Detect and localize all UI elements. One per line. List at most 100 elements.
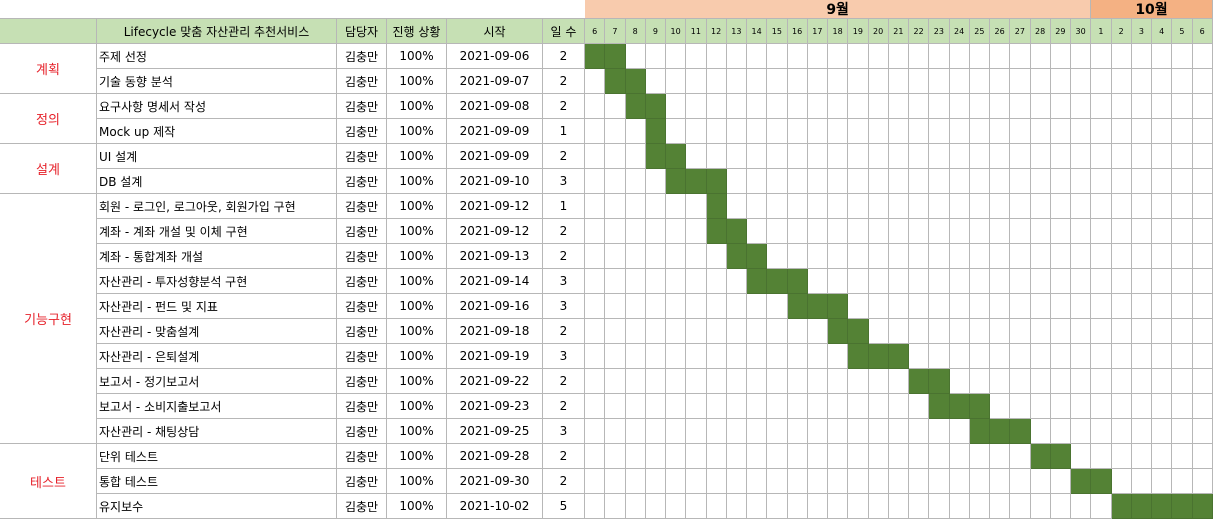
gantt-grid-cell[interactable] [1050,269,1071,294]
gantt-grid-cell[interactable] [807,344,828,369]
gantt-grid-cell[interactable] [868,269,889,294]
gantt-bar-cell[interactable] [1192,494,1213,519]
gantt-grid-cell[interactable] [949,119,970,144]
gantt-grid-cell[interactable] [706,94,727,119]
gantt-grid-cell[interactable] [706,69,727,94]
task-name[interactable]: 계좌 - 통합계좌 개설 [97,244,337,269]
task-progress[interactable]: 100% [387,194,447,219]
gantt-grid-cell[interactable] [585,369,606,394]
gantt-grid-cell[interactable] [909,394,930,419]
gantt-bar-cell[interactable] [969,419,990,444]
gantt-grid-cell[interactable] [605,369,626,394]
gantt-grid-cell[interactable] [909,444,930,469]
gantt-grid-cell[interactable] [1172,369,1193,394]
gantt-grid-cell[interactable] [666,294,687,319]
gantt-grid-cell[interactable] [645,319,666,344]
gantt-grid-cell[interactable] [929,44,950,69]
task-duration[interactable]: 2 [543,44,585,69]
gantt-grid-cell[interactable] [1172,44,1193,69]
gantt-grid-cell[interactable] [969,94,990,119]
gantt-grid-cell[interactable] [1111,319,1132,344]
gantt-grid-cell[interactable] [1172,319,1193,344]
gantt-grid-cell[interactable] [909,344,930,369]
gantt-grid-cell[interactable] [1192,119,1213,144]
gantt-grid-cell[interactable] [1010,469,1031,494]
gantt-grid-cell[interactable] [1172,144,1193,169]
gantt-grid-cell[interactable] [747,144,768,169]
task-name[interactable]: Mock up 제작 [97,119,337,144]
gantt-grid-cell[interactable] [605,294,626,319]
gantt-grid-cell[interactable] [1071,294,1092,319]
gantt-grid-cell[interactable] [1152,269,1173,294]
gantt-grid-cell[interactable] [868,69,889,94]
gantt-grid-cell[interactable] [969,269,990,294]
gantt-grid-cell[interactable] [888,269,909,294]
gantt-grid-cell[interactable] [888,144,909,169]
task-name[interactable]: 보고서 - 소비지출보고서 [97,394,337,419]
gantt-grid-cell[interactable] [645,44,666,69]
gantt-bar-cell[interactable] [666,144,687,169]
gantt-grid-cell[interactable] [1172,444,1193,469]
gantt-grid-cell[interactable] [726,469,747,494]
gantt-grid-cell[interactable] [1172,269,1193,294]
task-name[interactable]: 기술 동향 분석 [97,69,337,94]
gantt-grid-cell[interactable] [1010,444,1031,469]
gantt-grid-cell[interactable] [1071,269,1092,294]
gantt-grid-cell[interactable] [868,319,889,344]
gantt-bar-cell[interactable] [747,244,768,269]
gantt-grid-cell[interactable] [666,69,687,94]
gantt-grid-cell[interactable] [686,319,707,344]
gantt-grid-cell[interactable] [1010,44,1031,69]
gantt-grid-cell[interactable] [625,119,646,144]
gantt-grid-cell[interactable] [1091,444,1112,469]
gantt-grid-cell[interactable] [787,169,808,194]
gantt-bar-cell[interactable] [686,169,707,194]
gantt-grid-cell[interactable] [828,119,849,144]
gantt-grid-cell[interactable] [1172,169,1193,194]
task-owner[interactable]: 김충만 [337,194,387,219]
gantt-grid-cell[interactable] [585,194,606,219]
gantt-grid-cell[interactable] [828,194,849,219]
task-name[interactable]: 요구사항 명세서 작성 [97,94,337,119]
gantt-grid-cell[interactable] [807,94,828,119]
gantt-grid-cell[interactable] [949,219,970,244]
gantt-grid-cell[interactable] [666,119,687,144]
gantt-grid-cell[interactable] [1091,269,1112,294]
gantt-bar-cell[interactable] [625,69,646,94]
gantt-grid-cell[interactable] [726,69,747,94]
gantt-bar-cell[interactable] [605,44,626,69]
gantt-grid-cell[interactable] [990,294,1011,319]
gantt-grid-cell[interactable] [666,94,687,119]
gantt-grid-cell[interactable] [1010,69,1031,94]
gantt-grid-cell[interactable] [888,369,909,394]
gantt-grid-cell[interactable] [1111,119,1132,144]
task-owner[interactable]: 김충만 [337,119,387,144]
gantt-grid-cell[interactable] [1131,344,1152,369]
gantt-grid-cell[interactable] [1111,244,1132,269]
gantt-grid-cell[interactable] [585,144,606,169]
task-name[interactable]: 자산관리 - 채팅상담 [97,419,337,444]
gantt-grid-cell[interactable] [848,269,869,294]
gantt-grid-cell[interactable] [1111,94,1132,119]
gantt-grid-cell[interactable] [1172,394,1193,419]
gantt-grid-cell[interactable] [686,244,707,269]
gantt-grid-cell[interactable] [828,94,849,119]
gantt-grid-cell[interactable] [787,344,808,369]
gantt-grid-cell[interactable] [807,494,828,519]
task-name[interactable]: 자산관리 - 투자성향분석 구현 [97,269,337,294]
task-duration[interactable]: 3 [543,269,585,294]
gantt-bar-cell[interactable] [848,344,869,369]
gantt-bar-cell[interactable] [1030,444,1051,469]
gantt-grid-cell[interactable] [645,219,666,244]
gantt-grid-cell[interactable] [1091,394,1112,419]
gantt-grid-cell[interactable] [625,369,646,394]
gantt-grid-cell[interactable] [807,244,828,269]
gantt-grid-cell[interactable] [1192,44,1213,69]
gantt-grid-cell[interactable] [1152,94,1173,119]
gantt-grid-cell[interactable] [686,494,707,519]
gantt-grid-cell[interactable] [747,44,768,69]
gantt-grid-cell[interactable] [625,244,646,269]
gantt-grid-cell[interactable] [848,244,869,269]
gantt-grid-cell[interactable] [726,169,747,194]
gantt-grid-cell[interactable] [1030,144,1051,169]
